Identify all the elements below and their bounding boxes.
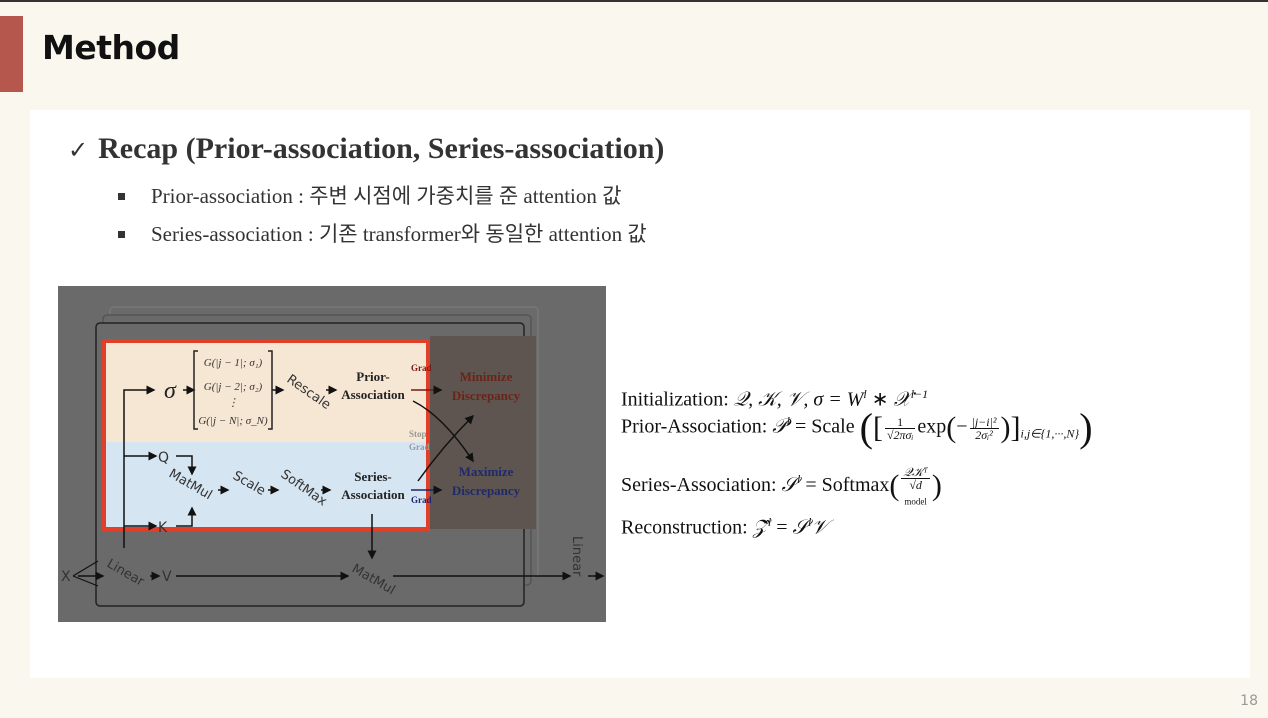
grad-label: Grad [411,495,432,505]
formula-expr: 𝒮 [792,516,808,539]
formula-expr: 𝒳 [893,388,911,411]
title-accent-bar [0,16,23,92]
fraction: |j−i|² 2σᵢ² [969,414,999,442]
bullet-square-icon [118,230,125,238]
matrix-row: G(|j − N|; σ_N) [198,415,268,427]
sup: l [786,413,791,428]
discrepancy-region [430,336,536,529]
formula-label: Prior-Association: [621,415,768,438]
bullet-text: Series-association : 기존 transformer와 동일한… [151,222,647,246]
sup: l [807,515,812,529]
formula-expr: 𝒬, 𝒦, 𝒱, σ = W [733,388,864,411]
matrix-row: G(|j − 1|; σ₁) [204,357,263,369]
highlight-box [102,339,430,531]
maximize-discrepancy-label: Discrepancy [452,483,521,498]
matrix-brackets [193,350,273,430]
sub: model [904,496,927,507]
sub: i,j∈{1,···,N} [1020,426,1080,441]
series-region [104,442,428,529]
formula-fn: exp [917,415,947,438]
formula-fn: Softmax [821,473,890,496]
formula-expr: 𝒱 [811,516,828,539]
bullet-text: Prior-association : 주변 시점에 가중치를 준 attent… [151,184,622,208]
sigma-label: σ [164,378,177,404]
num: 𝒬𝒦ᵀ [901,465,930,479]
formula-label: Series-Association: [621,473,777,496]
formula-label: Reconstruction: [621,516,748,539]
series-association-label: Association [341,487,405,502]
series-association-label: Series- [354,469,392,484]
v-label: V [162,569,172,585]
den: √d [909,478,922,492]
stop-grad-label: Stop [409,429,427,439]
formula-prior: Prior-Association: 𝒫l = Scale ([1 √2πσᵢ ex… [621,405,1093,450]
bullet-prior: Prior-association : 주변 시점에 가중치를 준 attent… [118,180,621,210]
sup: l−1 [910,387,929,401]
den: 2σᵢ² [975,427,993,442]
formula-expr: 𝒵̂ [752,516,768,539]
stop-grad-label: Grad [409,442,430,452]
formula-expr: 𝒮 [781,473,798,496]
formula-series: Series-Association: 𝒮l = Softmax(𝒬𝒦ᵀ √d mo… [621,465,942,507]
formula-label: Initialization: [621,388,729,411]
formula-initialization: Initialization: 𝒬, 𝒦, 𝒱, σ = Wl ∗ 𝒳l−1 [621,388,928,410]
prior-association-label: Prior- [356,369,389,384]
k-label: K [158,520,168,536]
prior-association-label: Association [341,387,405,402]
maximize-discrepancy-label: Maximize [459,464,514,479]
formula-reconstruction: Reconstruction: 𝒵̂l = 𝒮l𝒱 [621,515,828,539]
prior-region [104,341,428,442]
sup: l [863,387,867,401]
op: ∗ [866,388,894,411]
matrix-row: ⋮ [228,397,239,409]
slide-title: Method [42,28,180,67]
grad-label: Grad [411,363,432,373]
recap-heading-text: Recap (Prior-association, Series-associa… [98,132,665,165]
num: 1 [884,416,916,429]
q-label: Q [158,450,169,466]
den: √2πσᵢ [886,427,914,442]
sup: l [797,472,801,487]
bullet-square-icon [118,192,125,200]
sup: l [767,515,772,529]
matrix-row: G(|j − 2|; σ₂) [204,381,263,393]
recap-heading: ✓ Recap (Prior-association, Series-associ… [68,132,664,166]
formula-expr: 𝒫 [772,415,787,438]
linear-output-label: Linear [569,536,584,577]
fraction: 𝒬𝒦ᵀ √d model [901,465,930,507]
num: |j−i|² [969,414,999,429]
checkmark-icon: ✓ [68,136,89,164]
fraction: 1 √2πσᵢ [884,416,916,442]
formula-fn: Scale [811,415,855,438]
minimize-discrepancy-label: Discrepancy [452,388,521,403]
bullet-series: Series-association : 기존 transformer와 동일한… [118,218,647,248]
top-border [0,0,1268,2]
x-label: X [61,569,71,585]
anomaly-attention-diagram: σ G(|j − 1|; σ₁) G(|j − 2|; σ₂) ⋮ G(|j −… [58,286,606,622]
minimize-discrepancy-label: Minimize [460,369,513,384]
page-number: 18 [1240,693,1258,709]
